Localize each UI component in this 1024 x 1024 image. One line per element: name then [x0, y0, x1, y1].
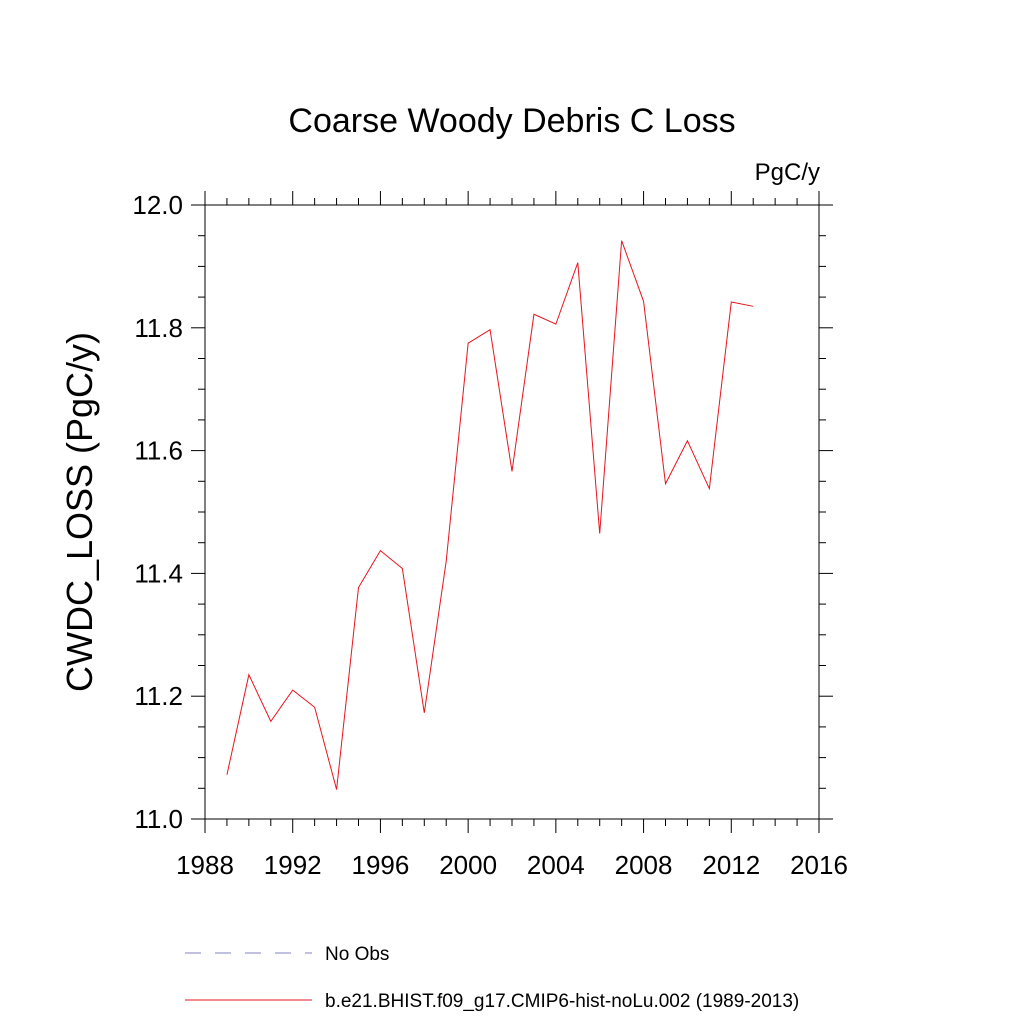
x-tick-label: 1996	[352, 850, 410, 880]
y-tick-label: 12.0	[132, 190, 183, 220]
x-tick-label: 2012	[702, 850, 760, 880]
x-tick-label: 2004	[527, 850, 585, 880]
chart-title: Coarse Woody Debris C Loss	[288, 102, 735, 140]
y-tick-label: 11.2	[134, 681, 183, 711]
x-tick-label: 2008	[615, 850, 673, 880]
units-label: PgC/y	[755, 159, 820, 186]
legend-label: b.e21.BHIST.f09_g17.CMIP6-hist-noLu.002 …	[325, 991, 799, 1012]
series-line	[226, 240, 754, 790]
x-tick-label: 1988	[176, 850, 234, 880]
legend-label: No Obs	[325, 944, 389, 965]
y-tick-label: 11.6	[134, 436, 183, 466]
x-tick-label: 2000	[439, 850, 497, 880]
y-axis-label: CWDC_LOSS (PgC/y)	[59, 332, 100, 692]
y-tick-label: 11.4	[134, 558, 183, 588]
x-tick-label: 2016	[790, 850, 848, 880]
plot-frame	[204, 204, 820, 820]
y-tick-label: 11.0	[134, 804, 183, 834]
y-tick-label: 11.8	[134, 313, 183, 343]
x-tick-label: 1992	[264, 850, 322, 880]
